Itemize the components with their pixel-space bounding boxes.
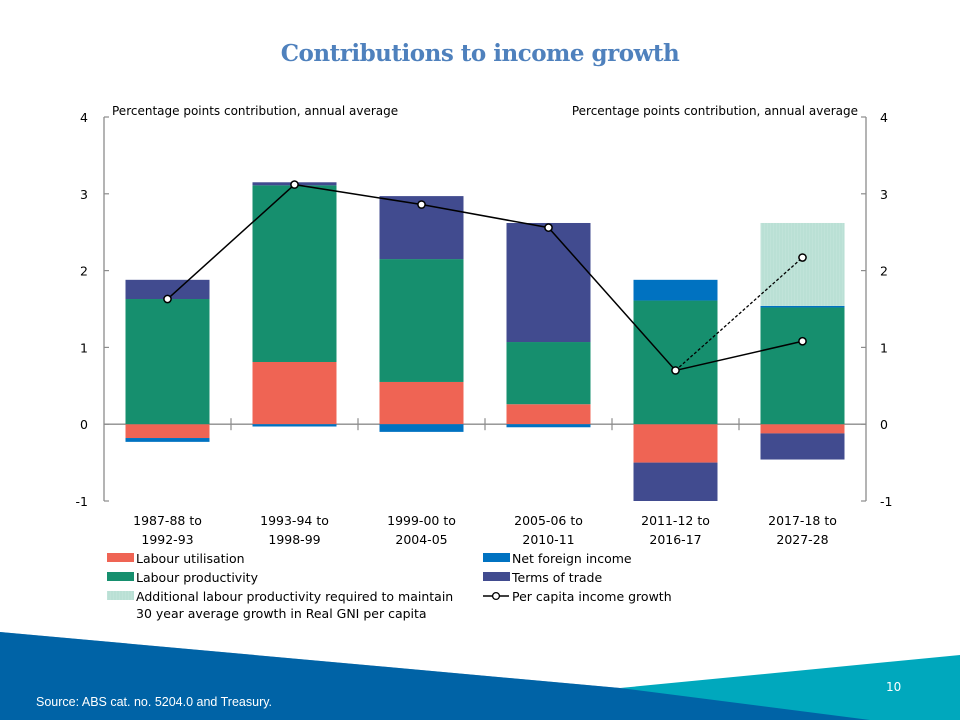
category-label: 1987-88 to xyxy=(133,513,202,528)
footer-banner xyxy=(0,632,960,720)
bar-labour-productivity xyxy=(379,259,464,382)
right-tick-label: 3 xyxy=(880,187,888,202)
legend: Labour utilisation Labour productivity Add… xyxy=(107,551,672,621)
footer-teal-wave xyxy=(620,655,960,720)
line-point xyxy=(544,223,553,232)
legend-item-additional-labour-productivity: Additional labour productivity required … xyxy=(107,589,453,621)
line-point xyxy=(671,366,680,375)
bar-labour-productivity xyxy=(633,300,718,425)
bar-labour-productivity xyxy=(506,342,591,405)
bar-terms-of-trade xyxy=(633,462,718,501)
legend-item-labour-utilisation: Labour utilisation xyxy=(107,551,245,566)
bar-labour-utilisation xyxy=(379,381,464,425)
line-per-capita-income-growth xyxy=(166,183,803,372)
chart: 4 4 3 3 2 2 1 1 0 0 -1 -1 Percentage points contribu… xyxy=(76,104,893,621)
legend-label: Additional labour productivity required … xyxy=(136,589,453,604)
legend-label: Labour productivity xyxy=(136,570,259,585)
bar-terms-of-trade xyxy=(506,222,591,343)
legend-item-net-foreign-income: Net foreign income xyxy=(483,551,632,566)
left-axis-unit-label: Percentage points contribution, annual a… xyxy=(112,104,398,118)
legend-label: Net foreign income xyxy=(512,551,632,566)
legend-label: 30 year average growth in Real GNI per c… xyxy=(136,606,427,621)
category-label: 1993-94 to xyxy=(260,513,329,528)
projection-point xyxy=(798,253,807,262)
category-label: 2005-06 to xyxy=(514,513,583,528)
lines xyxy=(163,180,807,375)
left-tick-label: 0 xyxy=(80,417,88,432)
bar-net-foreign-income xyxy=(506,424,591,428)
bar-labour-utilisation xyxy=(252,361,337,425)
category-label: 1999-00 to xyxy=(387,513,456,528)
right-tick-label: 2 xyxy=(880,264,888,279)
legend-swatch-icon xyxy=(483,572,510,581)
bar-net-foreign-income xyxy=(379,424,464,432)
category-label: 1992-93 xyxy=(141,532,193,547)
line-point xyxy=(417,200,426,209)
bar-net-foreign-income xyxy=(760,305,845,308)
bar-net-foreign-income xyxy=(125,438,210,442)
bar-additional-labour-productivity xyxy=(760,222,845,306)
legend-item-per-capita-income-growth: Per capita income growth xyxy=(483,589,672,604)
right-tick-label: 1 xyxy=(880,340,888,355)
category-label: 2004-05 xyxy=(395,532,447,547)
legend-label: Labour utilisation xyxy=(136,551,245,566)
legend-marker-icon xyxy=(491,591,501,601)
bar-labour-productivity xyxy=(760,307,845,425)
category-label: 2011-12 to xyxy=(641,513,710,528)
line-projection-dashed xyxy=(675,257,803,371)
legend-item-terms-of-trade: Terms of trade xyxy=(483,570,602,585)
slide-title: Contributions to income growth xyxy=(280,40,680,67)
right-tick-label: 4 xyxy=(880,110,888,125)
bar-net-foreign-income xyxy=(633,279,718,301)
line-point xyxy=(798,336,807,346)
source-note: Source: ABS cat. no. 5204.0 and Treasury… xyxy=(36,695,273,709)
line-point xyxy=(163,294,172,304)
right-tick-label: -1 xyxy=(880,494,892,509)
bar-net-foreign-income xyxy=(252,424,337,427)
bar-terms-of-trade xyxy=(125,279,210,300)
legend-item-labour-productivity: Labour productivity xyxy=(107,570,259,585)
left-tick-label: 3 xyxy=(80,187,88,202)
right-tick-label: 0 xyxy=(880,417,888,432)
category-label: 2027-28 xyxy=(776,532,828,547)
left-tick-label: 2 xyxy=(80,264,88,279)
page-number: 10 xyxy=(886,680,902,694)
legend-swatch-icon xyxy=(107,553,134,562)
legend-label: Terms of trade xyxy=(511,570,602,585)
bar-labour-utilisation xyxy=(760,424,845,434)
bar-terms-of-trade xyxy=(760,433,845,460)
category-label: 2017-18 to xyxy=(768,513,837,528)
left-tick-label: -1 xyxy=(76,494,88,509)
axes: 4 4 3 3 2 2 1 1 0 0 -1 -1 Percentage points contribu… xyxy=(76,104,893,509)
left-tick-label: 4 xyxy=(80,110,88,125)
bar-labour-utilisation xyxy=(125,424,210,439)
legend-label: Per capita income growth xyxy=(512,589,672,604)
category-label: 2016-17 xyxy=(649,532,701,547)
legend-swatch-icon xyxy=(107,572,134,581)
legend-swatch-icon xyxy=(483,553,510,562)
bar-labour-productivity xyxy=(125,299,210,425)
right-axis-unit-label: Percentage points contribution, annual a… xyxy=(572,104,858,118)
line-point xyxy=(290,180,299,189)
bar-labour-productivity xyxy=(252,185,337,362)
category-labels: 1987-88 to 1992-93 1993-94 to 1998-99 1999-0… xyxy=(133,513,837,547)
category-label: 2010-11 xyxy=(522,532,574,547)
category-label: 1998-99 xyxy=(268,532,320,547)
legend-swatch-icon xyxy=(107,591,134,600)
bar-labour-utilisation xyxy=(506,404,591,425)
bars xyxy=(125,182,845,501)
left-tick-label: 1 xyxy=(80,340,88,355)
bar-labour-utilisation xyxy=(633,424,718,463)
